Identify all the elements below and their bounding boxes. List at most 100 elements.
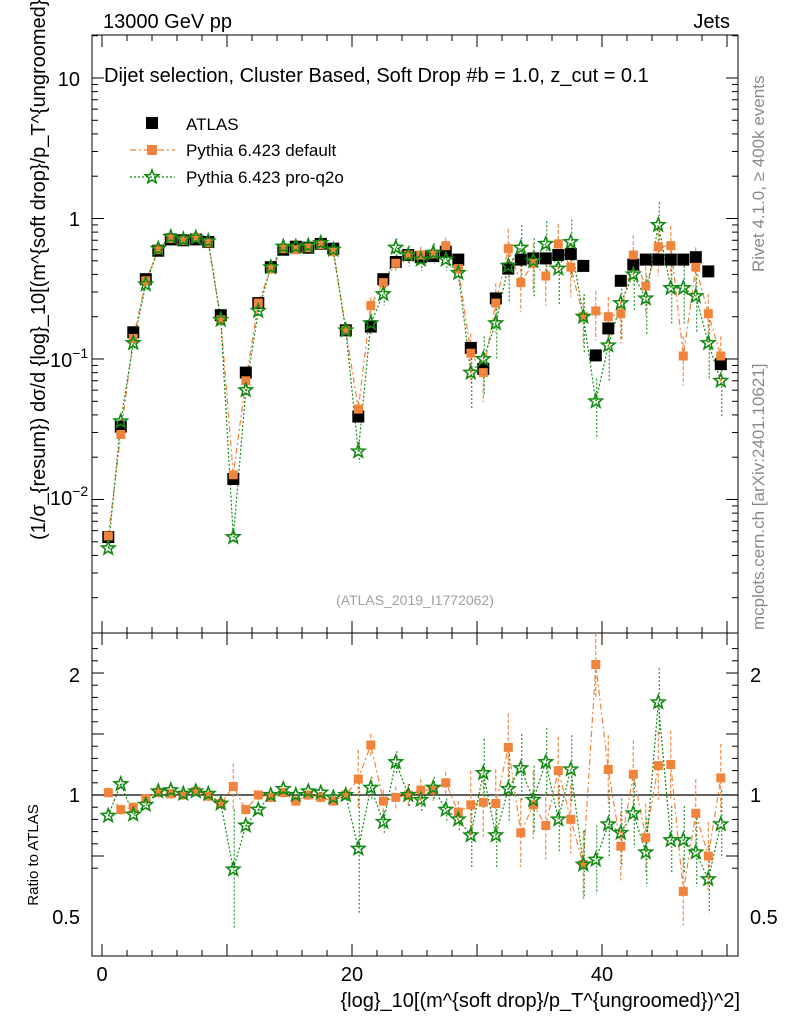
pythia-proq2o-point <box>624 265 643 282</box>
ratio-pythia-proq2o-point <box>574 855 592 873</box>
pythia-default-point <box>153 245 163 255</box>
ratio-pythia-proq2o-point <box>336 785 355 803</box>
pythia-proq2o-point <box>449 263 468 281</box>
pythia-default-point <box>628 250 638 260</box>
atlas-point <box>652 253 665 266</box>
pythia-proq2o-point <box>286 237 305 255</box>
pythia-proq2o-point <box>512 238 530 256</box>
atlas-point <box>664 253 677 266</box>
ratio-pythia-default-point <box>628 769 638 779</box>
atlas-point <box>564 247 577 260</box>
ratio-pythia-proq2o-point <box>462 826 480 843</box>
ratio-pythia-default-point <box>191 786 201 796</box>
ratio-pythia-proq2o-point <box>212 794 230 812</box>
y-axis-title-text: (1/σ_{resum}) dσ/d {log}_10[(m^{soft dro… <box>28 0 50 540</box>
ratio-pythia-proq2o-point <box>199 784 218 802</box>
ratio-pythia-proq2o-point <box>387 752 405 770</box>
pythia-default-point <box>716 351 726 361</box>
ratio-pythia-proq2o-point <box>324 788 342 805</box>
ratio-pythia-default-point <box>703 851 713 861</box>
ratio-pythia-proq2o-point <box>299 782 317 799</box>
ratio-pythia-proq2o-point <box>161 780 180 798</box>
pythia-proq2o-point <box>124 333 143 351</box>
ratio-pythia-proq2o-point <box>624 804 643 821</box>
pythia-default-point <box>541 271 551 281</box>
pythia-proq2o-point <box>549 259 568 277</box>
ratio-pythia-default-point <box>378 796 388 806</box>
legend-label-atlas: ATLAS <box>186 115 239 134</box>
ratio-tick-label-1-right: 1 <box>750 785 761 807</box>
pythia-default-point <box>616 309 626 319</box>
ratio-pythia-default-point <box>241 805 251 815</box>
pythia-proq2o-point <box>611 293 630 311</box>
pythia-proq2o-point <box>636 289 655 306</box>
pythia-proq2o-point <box>149 239 167 257</box>
ratio-pythia-default-point <box>541 821 551 830</box>
ratio-pythia-default-point <box>616 841 626 851</box>
y-axis-title: (1/σ_{resum}) dσ/d {log}_10[(m^{soft dro… <box>28 0 50 540</box>
x-axis-title: {log}_10[(m^{soft drop}/p_T^{ungroomed})… <box>340 990 740 1012</box>
atlas-point <box>689 251 702 264</box>
pythia-default-point <box>516 278 526 288</box>
energy-label: 13000 GeV pp <box>103 11 232 33</box>
ratio-pythia-proq2o-point <box>399 785 418 803</box>
ratio-pythia-default-point <box>716 773 726 783</box>
ratio-pythia-default-point <box>178 790 188 800</box>
ratio-pythia-default-point <box>666 760 676 769</box>
ratio-tick-label-1: 1 <box>69 785 80 807</box>
xtick-label-0: 0 <box>96 964 107 986</box>
legend-label-default: Pythia 6.423 default <box>186 141 337 160</box>
pythia-default-point <box>678 351 688 361</box>
ratio-pythia-default-point <box>478 797 488 807</box>
ratio-pythia-proq2o-point <box>374 812 392 830</box>
legend-marker-atlas <box>146 117 158 129</box>
main-data-layer <box>99 202 730 556</box>
pythia-default-point <box>666 241 676 251</box>
ratio-pythia-proq2o-point <box>274 779 293 797</box>
ratio-data-layer <box>99 633 730 930</box>
ratio-pythia-proq2o-point <box>111 774 130 792</box>
ratio-tick-label-2: 2 <box>69 665 80 687</box>
atlas-point <box>452 253 465 266</box>
ratio-pythia-default-point <box>341 790 351 800</box>
pythia-proq2o-point <box>174 230 193 247</box>
ytick-label-1e-2-exp: −2 <box>72 483 88 499</box>
ratio-pythia-proq2o-point <box>236 816 255 834</box>
mcplots-url-label: mcplots.cern.ch [arXiv:2401.10621] <box>749 364 768 630</box>
ratio-pythia-default-point <box>253 790 263 800</box>
pythia-default-point <box>603 312 613 322</box>
ratio-pythia-proq2o-point <box>99 806 117 824</box>
atlas-point <box>514 253 527 266</box>
pythia-proq2o-point <box>336 321 355 338</box>
pythia-proq2o-point <box>537 234 555 252</box>
pythia-proq2o-point <box>162 227 180 245</box>
x-axis-ticks <box>101 35 728 956</box>
ratio-pythia-proq2o-point <box>174 784 193 802</box>
pythia-default-point <box>441 241 451 251</box>
analysis-id: (ATLAS_2019_I1772062) <box>336 592 494 608</box>
pythia-proq2o-point <box>362 313 380 331</box>
ratio-axis-title: Ratio to ATLAS <box>25 804 42 905</box>
pythia-proq2o-point <box>674 278 692 296</box>
ratio-axis-ticks <box>92 648 738 869</box>
ratio-pythia-default-point <box>553 766 563 776</box>
ratio-pythia-default-point <box>366 740 376 750</box>
pythia-default-point <box>553 239 563 249</box>
ratio-pythia-proq2o-point <box>687 843 705 860</box>
pythia-proq2o-point <box>699 333 718 351</box>
ratio-pythia-proq2o-point <box>437 800 455 818</box>
pythia-default-point <box>566 262 576 272</box>
pythia-proq2o-point <box>212 310 230 328</box>
pythia-default-point <box>116 430 126 439</box>
pythia-proq2o-point <box>387 238 405 256</box>
pythia-default-point <box>703 309 713 319</box>
pythia-proq2o-point <box>312 233 330 251</box>
pythia-proq2o-point <box>411 250 430 267</box>
ratio-pythia-proq2o-point <box>424 778 443 796</box>
ratio-pythia-proq2o-point <box>637 843 655 860</box>
pythia-default-point <box>378 278 388 288</box>
pythia-proq2o-point <box>424 243 443 261</box>
pythia-proq2o-point <box>224 527 243 545</box>
ratio-pythia-default-point <box>353 774 363 784</box>
